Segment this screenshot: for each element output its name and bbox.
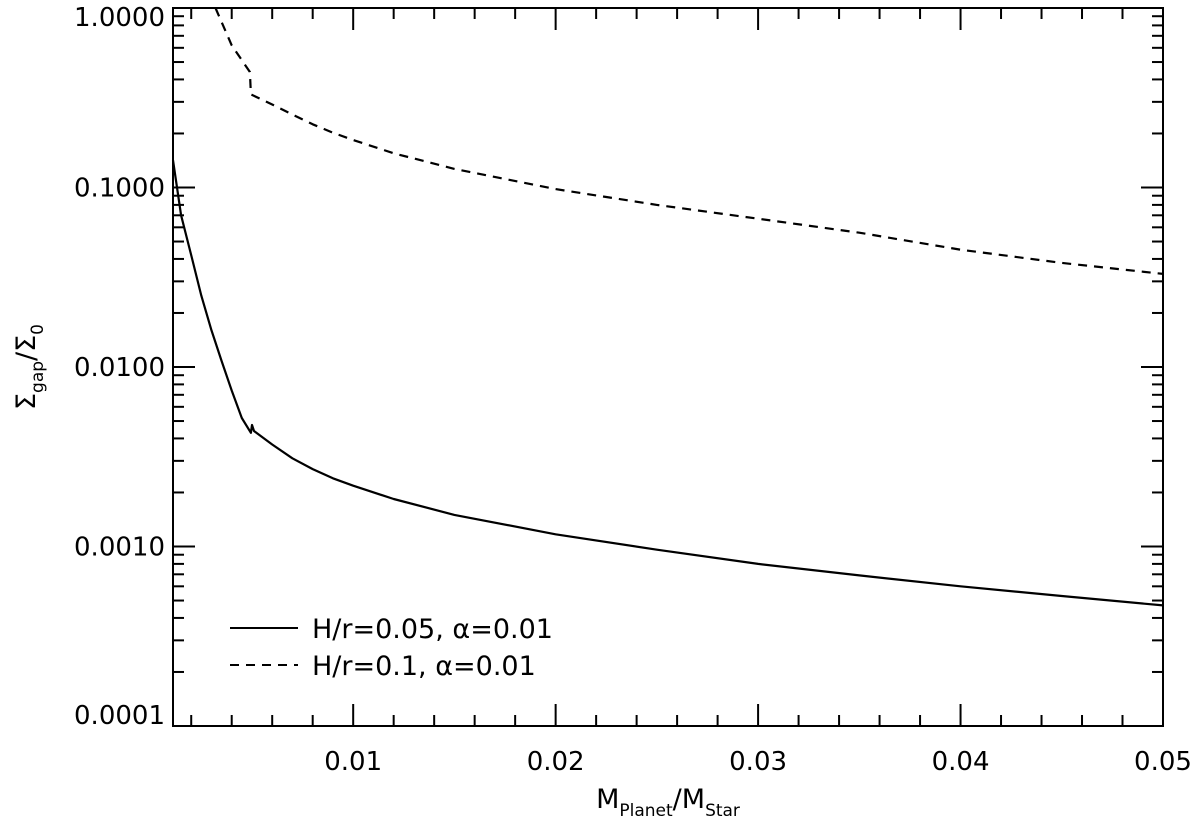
series-layer [171,7,1164,607]
series-line-solid [171,160,1164,607]
y-tick-label: 0.0100 [74,353,165,383]
y-axis-title-sub2: 0 [28,324,48,335]
legend-label-dashed: H/r=0.1, α=0.01 [312,651,536,682]
x-axis-title-sub2: Star [705,801,740,821]
x-tick-label: 0.05 [1134,747,1192,777]
plot-frame [172,7,1164,727]
x-tick-label: 0.04 [932,747,990,777]
x-axis-title-sub1: Planet [619,801,673,821]
y-axis-title-sub1: gap [28,361,48,393]
x-tick-label: 0.03 [729,747,787,777]
x-axis-title-main: M [596,784,619,815]
y-tick-label: 0.0010 [74,533,165,563]
legend-label-solid: H/r=0.05, α=0.01 [312,614,553,645]
legend: H/r=0.05, α=0.01 H/r=0.1, α=0.01 [230,614,553,682]
y-axis-title-sep: /Σ [11,335,42,361]
x-tick-label: 0.01 [324,747,382,777]
series-line-dashed [214,7,1164,275]
y-axis-title-main: Σ [11,393,42,410]
y-tick-label: 1.0000 [74,3,165,33]
x-axis-title: MPlanet/MStar [596,784,740,821]
x-tick-label: 0.02 [527,747,585,777]
y-tick-label: 0.1000 [74,174,165,204]
x-axis-title-sep: /M [673,784,705,815]
labels-layer: 0.01 0.02 0.03 0.04 0.05 0.0001 0.0010 0.0100 0.… [74,3,1192,777]
y-axis-title: Σgap/Σ0 [11,324,48,410]
y-tick-label: 0.0001 [74,701,165,731]
